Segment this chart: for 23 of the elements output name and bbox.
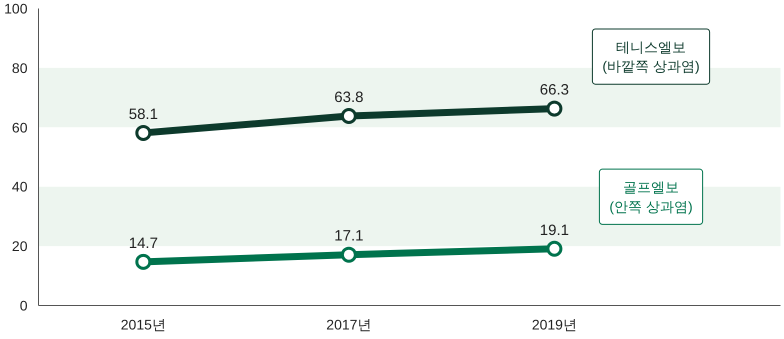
data-label: 58.1 [128, 106, 158, 123]
data-label: 19.1 [540, 222, 570, 239]
y-tick-label: 40 [12, 178, 28, 195]
data-label: 63.8 [334, 89, 364, 106]
point [135, 124, 152, 141]
y-tick-label: 80 [12, 60, 28, 76]
y-tick-label: 0 [20, 298, 28, 314]
x-tick-label: 2015년 [120, 316, 166, 332]
text: 테니스엘보 (바깥쪽 상과염) [602, 38, 700, 74]
point [546, 240, 562, 257]
data-label: 14.7 [128, 234, 158, 252]
x-tick-label: 2017년 [326, 316, 372, 332]
point [340, 246, 357, 263]
point [340, 108, 357, 124]
data-label: 66.3 [540, 82, 570, 99]
data-label: 17.1 [334, 228, 364, 245]
y-tick-label: 100 [4, 0, 28, 16]
y-tick-label: 20 [12, 238, 28, 254]
point [135, 254, 152, 270]
x-tick-label: 2019년 [532, 316, 577, 332]
text: 골프엘보 (안쪽 상과염) [609, 179, 693, 214]
y-tick-label: 60 [12, 119, 28, 136]
point [546, 100, 562, 117]
